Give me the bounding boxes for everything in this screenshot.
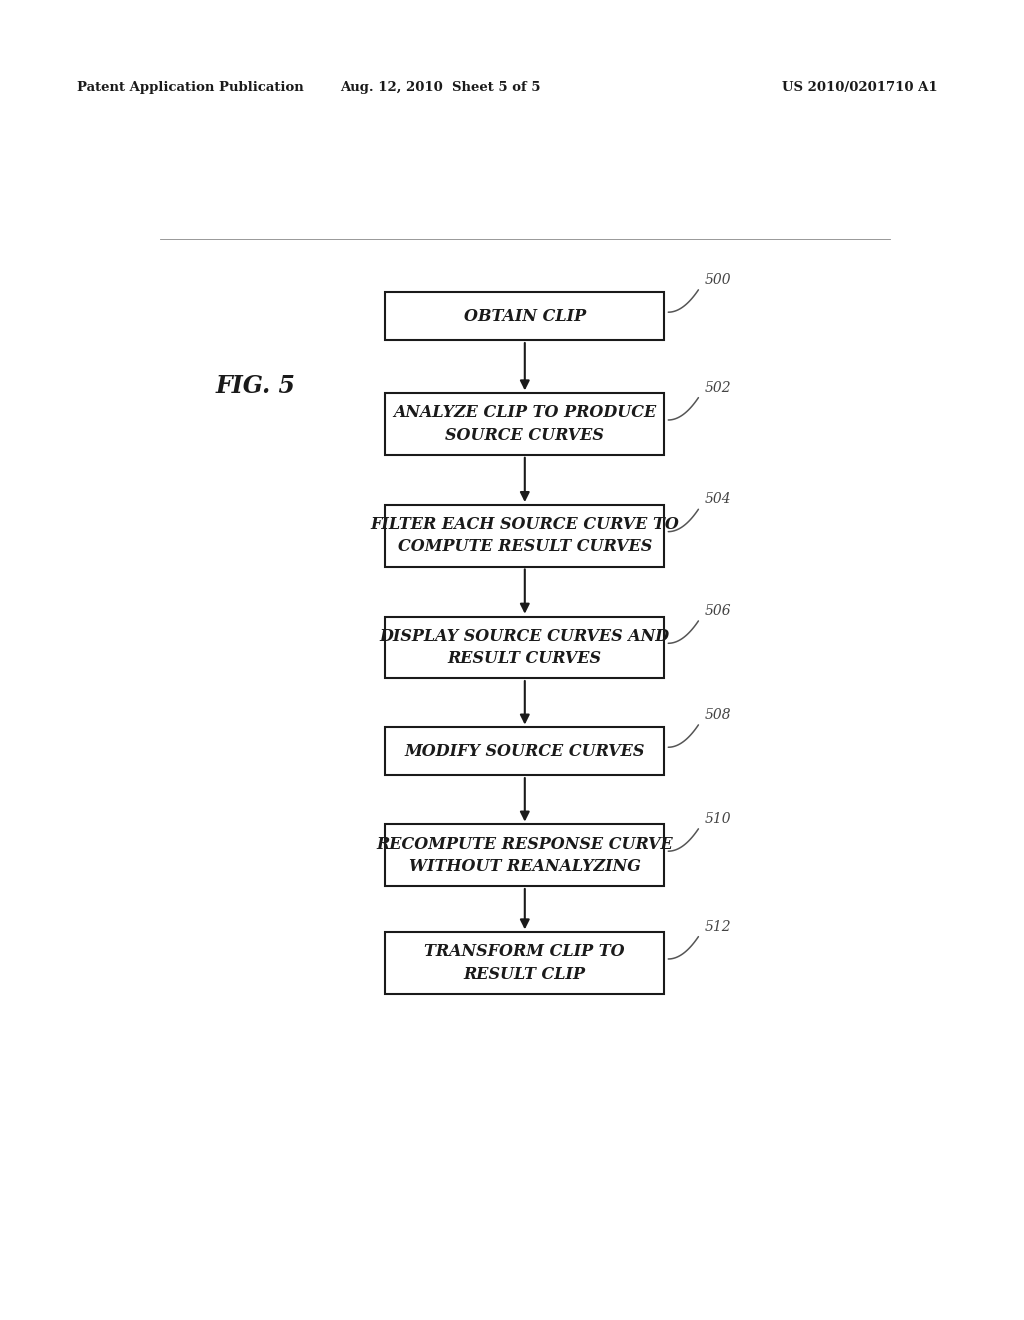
Text: 510: 510 (705, 812, 731, 826)
Text: OBTAIN CLIP: OBTAIN CLIP (464, 308, 586, 325)
FancyBboxPatch shape (385, 506, 665, 566)
FancyBboxPatch shape (385, 727, 665, 775)
FancyBboxPatch shape (385, 932, 665, 994)
FancyBboxPatch shape (385, 293, 665, 341)
Text: TRANSFORM CLIP TO
RESULT CLIP: TRANSFORM CLIP TO RESULT CLIP (425, 944, 625, 982)
Text: MODIFY SOURCE CURVES: MODIFY SOURCE CURVES (404, 743, 645, 760)
Text: 508: 508 (705, 708, 731, 722)
Text: Patent Application Publication: Patent Application Publication (77, 82, 303, 95)
Text: FIG. 5: FIG. 5 (216, 374, 296, 397)
Text: 506: 506 (705, 603, 731, 618)
Text: US 2010/0201710 A1: US 2010/0201710 A1 (782, 82, 938, 95)
Text: 512: 512 (705, 920, 731, 933)
Text: 500: 500 (705, 273, 731, 286)
Text: FILTER EACH SOURCE CURVE TO
COMPUTE RESULT CURVES: FILTER EACH SOURCE CURVE TO COMPUTE RESU… (371, 516, 679, 556)
FancyBboxPatch shape (385, 393, 665, 455)
Text: DISPLAY SOURCE CURVES AND
RESULT CURVES: DISPLAY SOURCE CURVES AND RESULT CURVES (380, 628, 670, 667)
FancyBboxPatch shape (385, 616, 665, 678)
Text: Aug. 12, 2010  Sheet 5 of 5: Aug. 12, 2010 Sheet 5 of 5 (340, 82, 541, 95)
FancyBboxPatch shape (385, 825, 665, 886)
Text: ANALYZE CLIP TO PRODUCE
SOURCE CURVES: ANALYZE CLIP TO PRODUCE SOURCE CURVES (393, 404, 656, 444)
Text: RECOMPUTE RESPONSE CURVE
WITHOUT REANALYZING: RECOMPUTE RESPONSE CURVE WITHOUT REANALY… (377, 836, 673, 875)
Text: 502: 502 (705, 380, 731, 395)
Text: 504: 504 (705, 492, 731, 507)
